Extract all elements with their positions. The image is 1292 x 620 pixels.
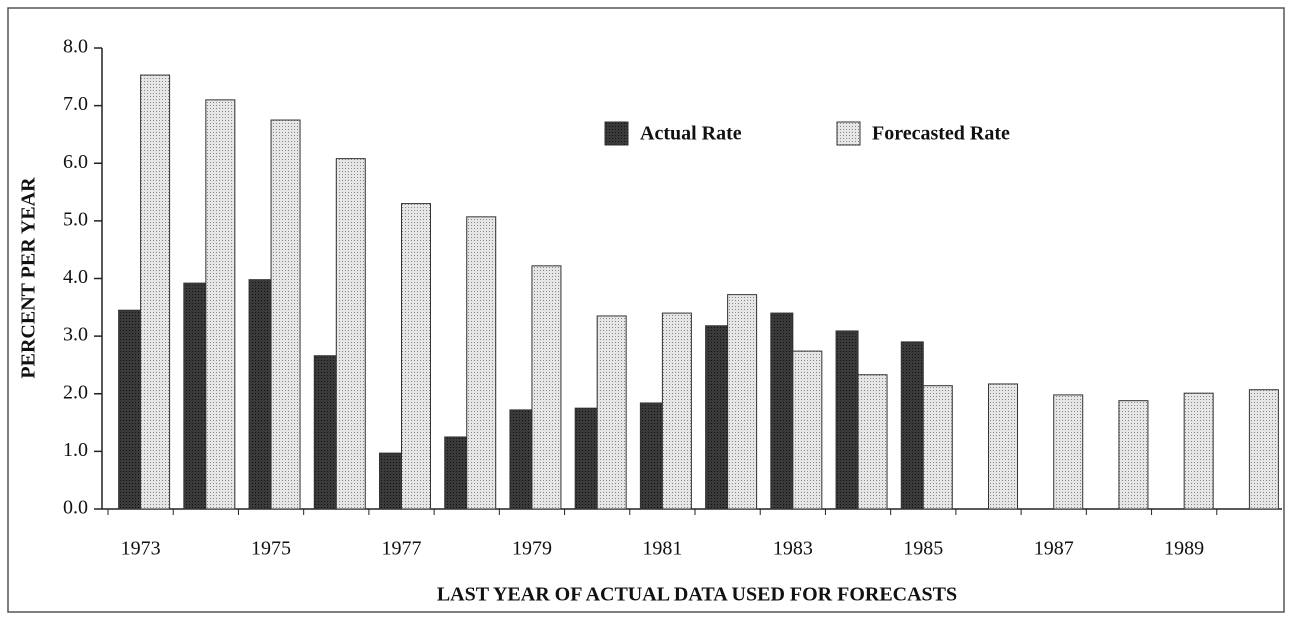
bar xyxy=(466,216,497,510)
y-tick-label: 3.0 xyxy=(63,324,88,346)
y-tick-label: 7.0 xyxy=(63,93,88,115)
x-tick-label: 1981 xyxy=(642,538,682,560)
bar xyxy=(1118,400,1149,510)
bar xyxy=(857,374,888,510)
bar xyxy=(835,330,859,510)
bar xyxy=(1053,394,1084,510)
x-tick-label: 1977 xyxy=(382,538,422,560)
legend-label: Actual Rate xyxy=(640,123,742,145)
bar xyxy=(727,294,758,510)
bar xyxy=(118,309,142,510)
x-axis-title: LAST YEAR OF ACTUAL DATA USED FOR FORECA… xyxy=(437,584,957,606)
y-tick-label: 5.0 xyxy=(63,208,88,230)
frame xyxy=(7,7,1285,613)
bar xyxy=(770,312,794,510)
y-tick-label: 4.0 xyxy=(63,266,88,288)
bar xyxy=(988,383,1018,510)
x-tick-label: 1975 xyxy=(251,538,291,560)
y-tick-label: 1.0 xyxy=(63,439,88,461)
bar xyxy=(335,158,366,510)
bar xyxy=(922,385,953,510)
bar xyxy=(509,409,533,510)
bar xyxy=(1248,389,1279,510)
bar xyxy=(205,99,236,510)
bar xyxy=(596,315,627,510)
bar xyxy=(900,341,924,510)
bar xyxy=(574,407,598,510)
bar xyxy=(401,203,431,510)
legend-swatch xyxy=(604,121,629,146)
bar xyxy=(661,312,692,510)
bar xyxy=(313,355,337,510)
x-tick-label: 1985 xyxy=(903,538,943,560)
bar xyxy=(1183,392,1214,510)
x-tick-label: 1983 xyxy=(773,538,813,560)
bar xyxy=(183,282,207,510)
y-tick-label: 8.0 xyxy=(63,36,88,58)
legend-label: Forecasted Rate xyxy=(872,123,1010,145)
bar xyxy=(140,74,171,510)
x-tick-label: 1987 xyxy=(1034,538,1074,560)
bar xyxy=(639,402,663,510)
y-tick-label: 6.0 xyxy=(63,151,88,173)
bar xyxy=(248,279,272,510)
bar xyxy=(705,325,729,510)
legend-swatch xyxy=(836,121,861,146)
bar xyxy=(531,265,562,510)
y-tick-label: 2.0 xyxy=(63,381,88,403)
bar xyxy=(444,436,468,510)
y-axis-title: PERCENT PER YEAR xyxy=(18,177,40,379)
x-tick-label: 1979 xyxy=(512,538,552,560)
x-tick-label: 1989 xyxy=(1164,538,1204,560)
bar xyxy=(379,452,402,510)
bar xyxy=(792,350,823,510)
bar xyxy=(270,119,301,510)
x-tick-label: 1973 xyxy=(121,538,161,560)
y-tick-label: 0.0 xyxy=(63,497,88,519)
